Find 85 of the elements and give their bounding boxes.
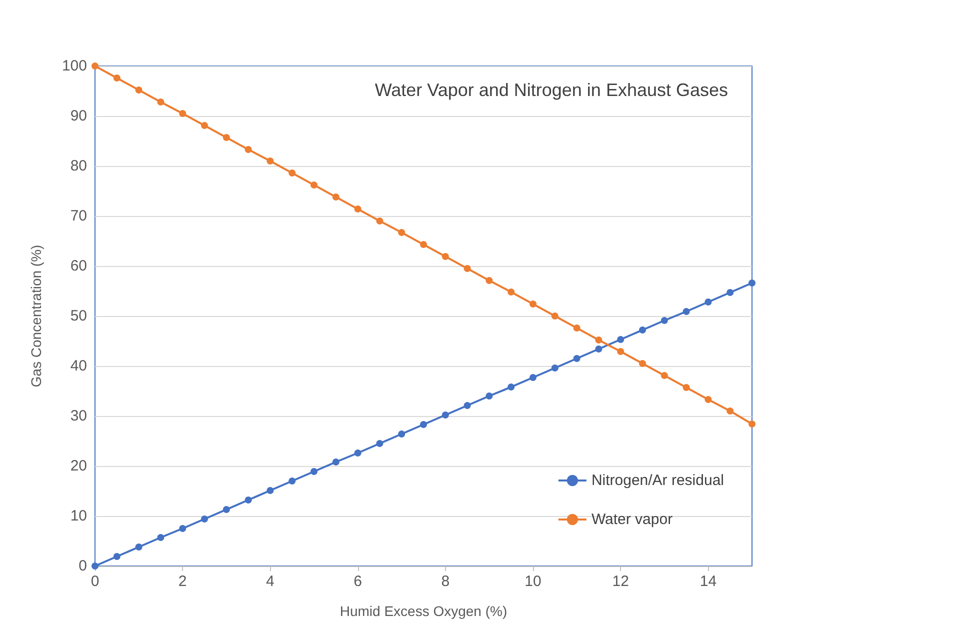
point (157, 98, 164, 106)
point (420, 241, 427, 248)
point (595, 336, 602, 344)
y-tick-label: 40 (70, 358, 87, 374)
point (530, 300, 536, 308)
point (486, 392, 493, 400)
point (748, 280, 756, 286)
y-tick-label: 20 (70, 458, 87, 474)
point (157, 534, 164, 541)
x-tick-label: 10 (524, 573, 542, 590)
point (617, 336, 624, 343)
point (332, 458, 340, 466)
point (726, 408, 734, 414)
y-tick-label: 10 (70, 508, 87, 524)
point (595, 346, 602, 352)
point (748, 420, 756, 428)
point (222, 134, 230, 141)
point (551, 364, 558, 372)
point (135, 86, 142, 94)
x-axis-title: Humid Excess Oxygen (%) (340, 603, 508, 619)
point (464, 402, 471, 409)
point (179, 525, 186, 532)
x-tick-label: 14 (700, 573, 717, 590)
point (617, 348, 624, 355)
point (573, 355, 580, 362)
point (179, 110, 186, 117)
point (201, 122, 208, 129)
point (530, 374, 536, 381)
point (704, 298, 712, 306)
point (201, 516, 208, 522)
point (442, 412, 449, 418)
point (266, 487, 274, 494)
point (288, 478, 296, 484)
point (310, 182, 318, 188)
y-axis-title: Gas Concentration (%) (28, 244, 44, 388)
point (508, 384, 515, 390)
point (660, 372, 668, 379)
legend-label: Water vapor (591, 511, 673, 528)
point (113, 553, 120, 560)
point (508, 288, 515, 296)
point (704, 396, 712, 403)
point (682, 308, 690, 315)
point (354, 450, 362, 456)
point (92, 62, 98, 70)
point (442, 253, 449, 260)
x-tick-label: 4 (266, 573, 274, 590)
y-tick-label: 0 (78, 558, 87, 574)
point (332, 194, 340, 200)
point (222, 506, 230, 513)
x-tick-label: 12 (612, 573, 629, 590)
point (486, 277, 493, 284)
point (639, 360, 646, 367)
y-tick-label: 100 (62, 58, 87, 74)
y-tick-label: 60 (70, 258, 87, 274)
point (639, 326, 646, 334)
point (682, 384, 690, 391)
point (266, 158, 274, 164)
y-tick-label: 30 (70, 408, 87, 424)
point (244, 146, 252, 153)
point (551, 312, 558, 320)
point (420, 421, 427, 428)
point (310, 468, 318, 475)
y-tick-label: 80 (70, 158, 87, 174)
point (726, 289, 734, 296)
point (113, 74, 120, 82)
x-tick-label: 8 (441, 573, 450, 590)
y-tick-label: 70 (70, 208, 87, 224)
y-tick-label: 50 (70, 308, 87, 324)
point (398, 229, 406, 236)
point (135, 544, 142, 550)
point (398, 430, 406, 438)
point (288, 170, 296, 176)
x-tick-label: 2 (178, 573, 187, 590)
x-tick-label: 0 (90, 573, 100, 590)
text: Water Vapor and Nitrogen in Exhaust Gases (374, 80, 728, 100)
point (573, 324, 580, 332)
point (660, 317, 668, 324)
y-tick-label: 90 (70, 108, 87, 124)
point (244, 496, 252, 504)
point (376, 218, 384, 224)
point (354, 206, 362, 212)
point (464, 265, 471, 272)
legend-label: Nitrogen/Ar residual (591, 472, 724, 489)
x-tick-label: 6 (354, 573, 362, 590)
point (376, 440, 384, 447)
